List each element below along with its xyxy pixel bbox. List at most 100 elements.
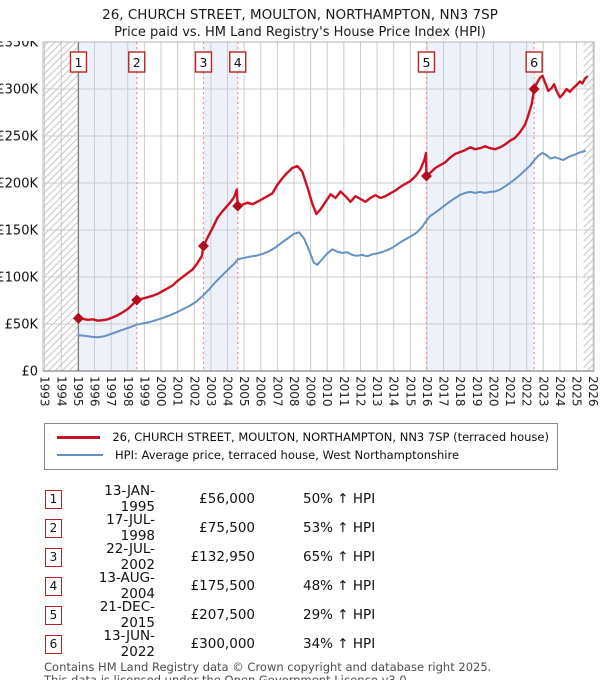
- x-tick-label: 2007: [270, 376, 284, 407]
- legend: 26, CHURCH STREET, MOULTON, NORTHAMPTON,…: [44, 423, 558, 470]
- x-tick-label: 2003: [204, 376, 218, 407]
- transaction-hpi-delta: 53% ↑ HPI: [303, 520, 376, 536]
- sale-marker: [197, 240, 209, 252]
- transaction-hpi-delta: 50% ↑ HPI: [303, 491, 376, 507]
- chart-title: 26, CHURCH STREET, MOULTON, NORTHAMPTON,…: [102, 7, 498, 23]
- x-tick-label: 2024: [553, 376, 567, 407]
- transaction-date: 13-JUN-2022: [103, 628, 155, 660]
- x-tick-label: 2012: [353, 376, 367, 407]
- price-chart: 1993 1994 1995 1996 1997 1998 1999 2000 2001 2002…: [0, 41, 600, 407]
- x-tick-label: 2022: [520, 376, 534, 407]
- marker-box-number: 3: [200, 55, 208, 70]
- transactions-table: 1 13-JAN-1995 £56,000 50% ↑ HPI 2 17-JUL-1998…: [0, 483, 600, 660]
- x-tick-label: 2008: [287, 376, 301, 407]
- x-tick-label: 1994: [54, 376, 68, 407]
- legend-label: 26, CHURCH STREET, MOULTON, NORTHAMPTON,…: [112, 430, 549, 444]
- transaction-number-box: 4: [45, 576, 62, 596]
- x-tick-label: 2023: [536, 376, 550, 407]
- x-tick-label: 2026: [586, 376, 600, 407]
- transaction-number-box: 2: [45, 518, 62, 538]
- transaction-row: 4 13-AUG-2004 £175,500 48% ↑ HPI: [0, 570, 600, 602]
- legend-label: HPI: Average price, terraced house, West…: [115, 448, 460, 462]
- transaction-price: £207,500: [190, 607, 255, 623]
- sale-marker: [232, 200, 244, 212]
- chart-subtitle: Price paid vs. HM Land Registry's House …: [114, 25, 486, 40]
- transaction-number-box: 3: [45, 547, 62, 567]
- ownership-band: [203, 42, 238, 371]
- hatch-region: [43, 42, 79, 371]
- legend-item-hpi: HPI: Average price, terraced house, West…: [53, 446, 549, 464]
- x-tick-label: 2006: [254, 376, 268, 407]
- legend-line-swatch: [57, 435, 101, 439]
- sale-marker: [131, 294, 143, 306]
- transaction-date: 13-AUG-2004: [98, 570, 155, 602]
- transaction-date: 13-JAN-1995: [104, 483, 155, 515]
- sale-marker: [420, 170, 432, 182]
- marker-box: [229, 51, 247, 73]
- x-tick-label: 2017: [437, 376, 451, 407]
- y-tick-label: £250K: [0, 130, 38, 145]
- x-tick-label: 1996: [88, 376, 102, 407]
- y-tick-label: £150K: [0, 224, 38, 239]
- x-tick-label: 2019: [470, 376, 484, 407]
- marker-box: [194, 51, 213, 73]
- marker-box: [128, 51, 146, 73]
- footer-line2: This data is licensed under the Open Gov…: [44, 672, 411, 680]
- transaction-price: £56,000: [199, 491, 255, 507]
- hpi-line: [77, 150, 586, 339]
- footer-line1: Contains HM Land Registry data © Crown c…: [44, 660, 492, 674]
- transaction-price: £300,000: [190, 636, 255, 652]
- y-tick-label: £300K: [0, 83, 38, 98]
- marker-box-number: 5: [422, 55, 430, 70]
- x-tick-label: 2015: [403, 376, 417, 407]
- sale-marker: [528, 83, 540, 95]
- x-tick-label: 1997: [104, 376, 118, 407]
- transaction-hpi-delta: 48% ↑ HPI: [303, 578, 376, 594]
- x-tick-label: 2002: [187, 376, 201, 407]
- license-footer: Contains HM Land Registry data © Crown c…: [0, 661, 600, 680]
- x-tick-label: 2010: [320, 376, 334, 407]
- sale-marker: [72, 312, 84, 324]
- marker-box-number: 1: [75, 55, 83, 70]
- transaction-price: £75,500: [199, 520, 255, 536]
- marker-box: [69, 51, 88, 73]
- legend-line-swatch: [57, 454, 103, 456]
- transaction-number-box: 1: [45, 489, 62, 509]
- x-tick-label: 2011: [337, 376, 351, 407]
- transaction-date: 17-JUL-1998: [106, 512, 155, 544]
- transaction-row: 6 13-JUN-2022 £300,000 34% ↑ HPI: [0, 628, 600, 660]
- transaction-row: 3 22-JUL-2002 £132,950 65% ↑ HPI: [0, 541, 600, 573]
- x-tick-label: 1995: [71, 376, 85, 407]
- x-tick-label: 1998: [121, 376, 135, 407]
- marker-box: [417, 51, 436, 73]
- transaction-row: 1 13-JAN-1995 £56,000 50% ↑ HPI: [0, 483, 600, 515]
- ownership-band: [78, 42, 137, 371]
- y-tick-label: £0: [21, 365, 38, 380]
- transaction-date: 21-DEC-2015: [99, 599, 155, 631]
- transaction-number-box: 5: [45, 605, 62, 625]
- marker-box-number: 6: [530, 55, 538, 70]
- marker-box-number: 4: [234, 55, 242, 70]
- marker-box-number: 2: [133, 55, 141, 70]
- transaction-number-box: 6: [45, 634, 62, 654]
- y-tick-label: £200K: [0, 177, 38, 192]
- x-tick-label: 1993: [38, 376, 52, 407]
- x-tick-label: 2001: [171, 376, 185, 407]
- x-tick-label: 2013: [370, 376, 384, 407]
- transaction-row: 5 21-DEC-2015 £207,500 29% ↑ HPI: [0, 599, 600, 631]
- x-tick-label: 2009: [304, 376, 318, 407]
- x-tick-label: 1999: [137, 376, 151, 407]
- x-tick-label: 2000: [154, 376, 168, 407]
- y-tick-label: £100K: [0, 271, 38, 286]
- x-tick-label: 2025: [570, 376, 584, 407]
- x-tick-label: 2018: [453, 376, 467, 407]
- x-tick-label: 2020: [486, 376, 500, 407]
- x-tick-label: 2005: [237, 376, 251, 407]
- transaction-hpi-delta: 65% ↑ HPI: [303, 549, 376, 565]
- transaction-price: £132,950: [190, 549, 255, 565]
- y-tick-label: £50K: [5, 318, 39, 333]
- price-paid-line: [77, 74, 589, 322]
- hatch-region: [583, 42, 594, 371]
- x-tick-label: 2004: [220, 376, 234, 407]
- transaction-row: 2 17-JUL-1998 £75,500 53% ↑ HPI: [0, 512, 600, 544]
